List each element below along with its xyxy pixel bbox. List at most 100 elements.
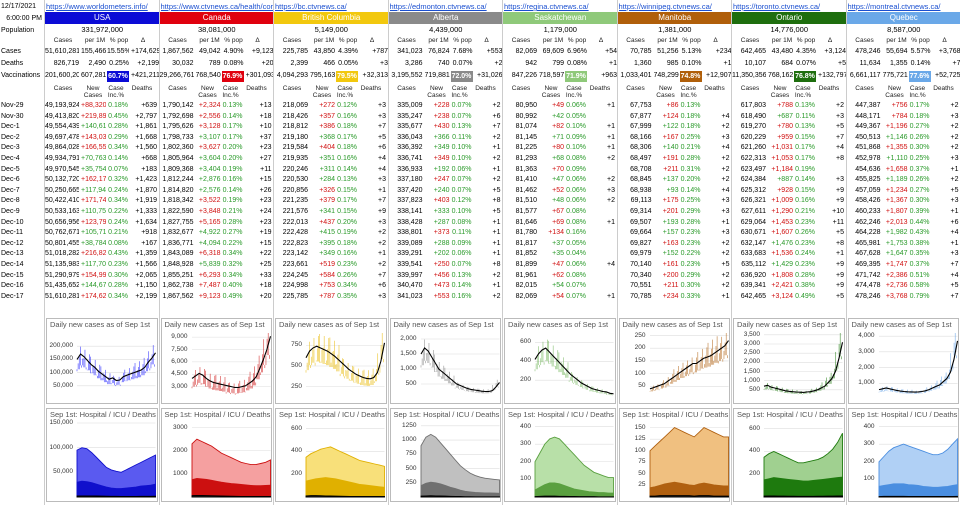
daily-value: 0.18% [909, 112, 930, 120]
vacc-value: 76.8% [794, 70, 816, 82]
icu-area [878, 483, 958, 498]
daily-value: 70,340 [630, 271, 652, 279]
daily-value: 335,677 [397, 123, 423, 131]
source-link[interactable]: https://montreal.ctvnews.ca/ [847, 2, 941, 11]
daily-value: 49,554,439 [45, 123, 79, 131]
column-header: per 1M [428, 37, 449, 44]
hospital-svg [191, 427, 271, 498]
daily-value: +311 [319, 165, 335, 173]
daily-value: 0.28% [795, 271, 815, 279]
daily-value: +152 [662, 250, 679, 258]
daily-value: 339,089 [397, 239, 423, 247]
cases-value: 51,256 [657, 48, 679, 55]
daily-value: +1,146 [885, 133, 908, 141]
daily-value: 51,435,652 [45, 282, 79, 290]
source-link[interactable]: https://www.worldometers.info/ [46, 2, 148, 11]
daily-value: 338,801 [397, 229, 423, 237]
daily-value: 627,611 [741, 208, 766, 215]
source-link[interactable]: https://regina.ctvnews.ca/ [504, 2, 589, 11]
daily-value: 478,246 [855, 292, 881, 300]
daily-value: 0.23% [795, 218, 815, 226]
chart-title: Sep 1st: Hospital / ICU / Deaths [164, 410, 271, 419]
daily-value: +1,668 [135, 133, 157, 141]
cases-value: +54 [605, 48, 617, 55]
daily-value: +161 [662, 261, 679, 268]
daily-value: +1 [378, 186, 386, 194]
daily-value: 0.04% [566, 250, 586, 258]
daily-value: 0.06% [566, 261, 586, 268]
hospital-chart: Sep 1st: Hospital / ICU / Deaths 600 400 20… [275, 408, 387, 502]
source-link[interactable]: https://www.ctvnews.ca/health/coronaviru… [160, 2, 274, 11]
y-tick-label: 3,000 [171, 382, 188, 390]
daily-value: 0.20% [222, 155, 243, 162]
daily-column-header: Cases [511, 85, 531, 92]
daily-value: +2,421 [771, 282, 793, 290]
daily-value: 220,246 [282, 165, 308, 173]
moving-average-line [191, 336, 271, 389]
daily-column-header: Deaths [704, 85, 725, 92]
daily-value: +54 [552, 292, 564, 300]
vacc-value: 718,597 [539, 72, 564, 79]
source-link[interactable]: https://toronto.ctvnews.ca/ [733, 2, 821, 11]
y-tick-label: 200,000 [49, 342, 74, 350]
source-link[interactable]: https://bc.ctvnews.ca/ [275, 2, 347, 11]
daily-value: 0.08% [108, 239, 128, 247]
daily-value: +7 [950, 292, 959, 300]
y-tick-label: 250 [634, 331, 646, 339]
daily-value: 70,785 [630, 292, 652, 300]
daily-value: 67,877 [630, 112, 652, 120]
vacc-value: 6,661,117 [849, 72, 881, 79]
daily-value: 337,420 [397, 186, 423, 194]
daily-value: +240 [433, 186, 450, 194]
daily-value: +1,031 [771, 144, 793, 152]
source-link[interactable]: https://edmonton.ctvnews.ca/ [389, 2, 487, 11]
daily-value: 632,147 [740, 239, 766, 247]
daily-value: 0.23% [680, 261, 701, 268]
daily-value: +1,747 [885, 261, 908, 268]
daily-value: +5 [492, 208, 501, 215]
column-header: per 1M [542, 37, 564, 44]
cases-value: 155,466 [81, 48, 106, 55]
cases-value: 225,785 [282, 48, 308, 55]
cases-value: 70,785 [630, 48, 652, 55]
daily-value: +9 [836, 197, 844, 205]
column-header: Δ [598, 37, 604, 44]
daily-value: +140 [662, 144, 679, 152]
daily-value: +211 [663, 165, 679, 173]
deaths-value: 799 [552, 60, 564, 67]
daily-value: 0.07% [451, 261, 472, 268]
daily-cases-chart: Daily new cases as of Sep 1st 750 500 250 [275, 318, 387, 404]
daily-value: +1,234 [885, 186, 908, 194]
date-label: Dec-3 [1, 144, 20, 152]
chart-title: Daily new cases as of Sep 1st [393, 320, 494, 329]
y-tick-label: 500 [291, 362, 302, 369]
daily-value: 339,541 [397, 261, 423, 268]
daily-value: +404 [319, 144, 335, 152]
daily-value: +3 [721, 208, 730, 215]
cases-value: 7.68% [452, 48, 473, 55]
daily-value: +123,793 [81, 218, 106, 226]
deaths-value: 826,719 [53, 60, 79, 67]
chart-title: Daily new cases as of Sep 1st [737, 320, 838, 329]
daily-value: 50,656,956 [45, 218, 79, 226]
daily-value: 81,225 [515, 144, 537, 152]
daily-value: +37 [552, 239, 564, 247]
daily-value: +1,476 [771, 239, 793, 247]
daily-value: +134 [548, 229, 564, 237]
daily-cases-svg [534, 339, 614, 396]
daily-value: 0.10% [451, 208, 472, 215]
daily-value: +386 [319, 123, 335, 131]
hospital-chart: Sep 1st: Hospital / ICU / Deaths 3000 2000… [160, 408, 272, 502]
daily-value: +105,715 [81, 229, 106, 237]
daily-value: 0.08% [451, 218, 472, 226]
chart-title: Daily new cases as of Sep 1st [851, 320, 952, 329]
y-tick-label: 2000 [173, 446, 188, 454]
source-link[interactable]: https://winnipeg.ctvnews.ca/ [618, 2, 712, 11]
y-tick-label: 2,000 [858, 363, 875, 371]
daily-value: +3 [836, 112, 844, 120]
daily-value: 81,780 [515, 229, 537, 237]
daily-cases-svg [305, 333, 386, 387]
daily-value: +1 [607, 144, 615, 152]
daily-value: 339,291 [397, 250, 423, 258]
date-label: Dec-1 [1, 123, 20, 131]
